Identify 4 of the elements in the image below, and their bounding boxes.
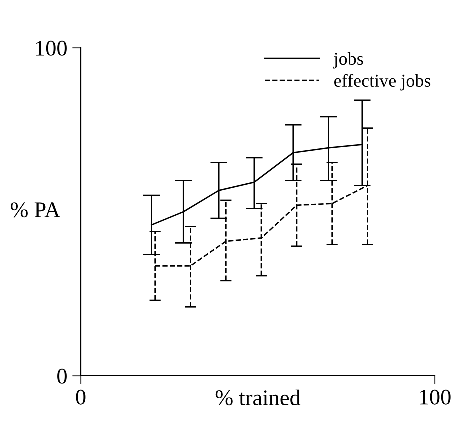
y-axis-title: % PA: [10, 202, 60, 218]
legend-label: jobs: [333, 52, 364, 69]
x-axis-title: % trained: [216, 390, 301, 406]
legend-label: effective jobs: [334, 74, 431, 91]
